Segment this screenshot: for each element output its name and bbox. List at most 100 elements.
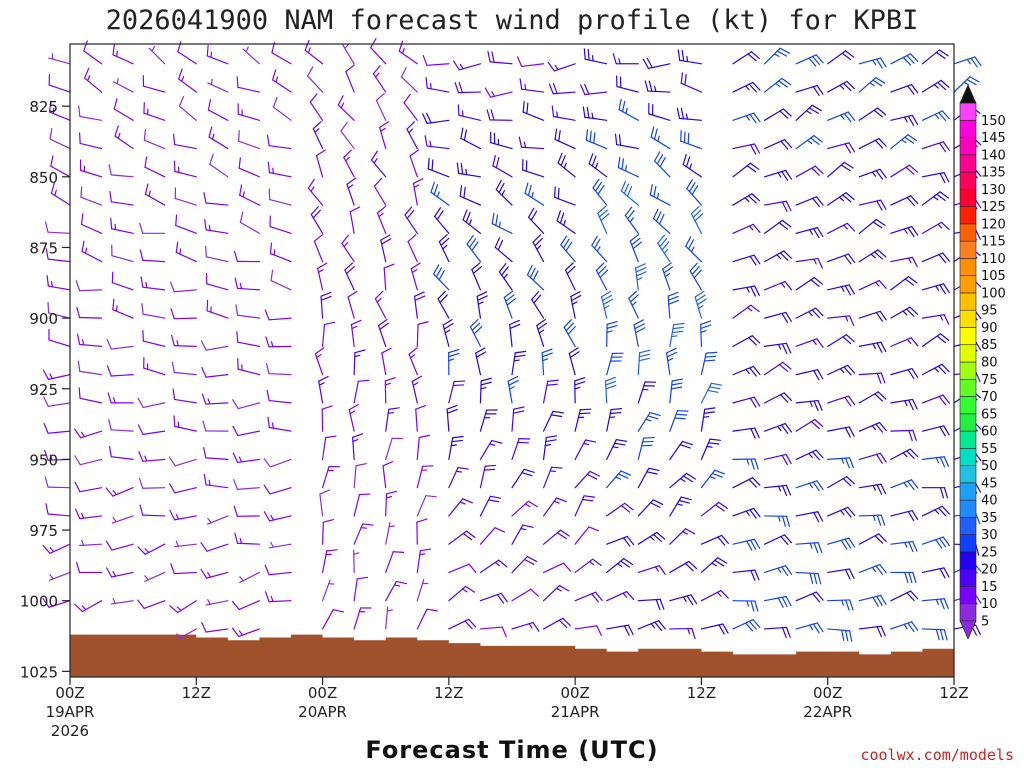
barb-staff	[342, 44, 355, 65]
barb-full	[170, 308, 175, 320]
barb-full	[875, 170, 884, 180]
barb-full	[425, 77, 428, 89]
barb-full	[875, 453, 883, 464]
barb-full	[907, 134, 918, 142]
barb-half	[839, 84, 845, 90]
barb-half	[682, 530, 688, 535]
barb-full	[747, 53, 757, 62]
barb-staff	[921, 628, 946, 631]
barb-full	[203, 192, 207, 204]
barb-full	[44, 221, 49, 233]
barb-full	[314, 347, 325, 355]
barb-full	[847, 253, 856, 264]
barb-staff	[827, 161, 845, 178]
wind-barb	[77, 360, 103, 376]
barb-full	[778, 80, 788, 88]
barb-full	[600, 213, 610, 222]
barb-full	[703, 411, 716, 414]
barb-half	[656, 192, 660, 200]
barb-staff	[272, 79, 292, 93]
barb-full	[749, 255, 757, 266]
barb-full	[471, 322, 481, 331]
barb-full	[938, 395, 947, 406]
barb-full	[622, 537, 631, 547]
barb-staff	[795, 135, 815, 150]
barb-full	[615, 439, 628, 442]
barb-staff	[269, 198, 292, 206]
barb-staff	[637, 381, 646, 404]
wind-barb	[519, 78, 545, 93]
wind-barb	[348, 403, 359, 432]
barb-full	[411, 375, 423, 383]
wind-barb	[662, 262, 674, 291]
wind-barb	[385, 606, 393, 630]
wind-barb	[732, 254, 761, 266]
barb-full	[876, 107, 887, 116]
barb-full	[631, 237, 641, 246]
barb-full	[814, 165, 824, 175]
barb-staff	[110, 201, 134, 206]
wind-barb	[411, 375, 423, 404]
barb-staff	[511, 524, 524, 545]
barb-full	[480, 381, 492, 386]
barb-half	[745, 115, 750, 121]
barb-full	[514, 350, 527, 354]
barb-full	[422, 54, 428, 66]
barb-full	[414, 291, 425, 297]
barb-full	[426, 608, 438, 612]
wind-barb	[827, 192, 855, 206]
barb-full	[754, 285, 760, 296]
wind-barb	[202, 420, 229, 432]
barb-staff	[448, 467, 459, 489]
barb-full	[591, 235, 598, 246]
barb-half	[360, 527, 367, 529]
colorbar-label: 70	[981, 390, 998, 405]
barb-full	[653, 128, 658, 140]
barb-staff	[624, 214, 639, 234]
barb-full	[751, 193, 761, 202]
wind-barb	[763, 484, 792, 497]
barb-staff	[542, 529, 562, 545]
barb-full	[424, 135, 428, 147]
barb-full	[624, 502, 634, 511]
barb-half	[349, 410, 356, 415]
wind-barb	[763, 361, 792, 376]
barb-staff	[174, 197, 197, 206]
barb-staff	[700, 352, 707, 376]
barb-full	[416, 518, 428, 523]
wind-barb	[890, 337, 919, 347]
wind-barbs	[42, 38, 982, 642]
wind-barb	[732, 396, 761, 408]
wind-barb	[921, 536, 950, 549]
barb-staff	[80, 223, 103, 234]
barb-full	[514, 354, 526, 358]
wind-barb	[416, 608, 438, 630]
barb-full	[464, 585, 475, 593]
barb-full	[347, 290, 358, 298]
barb-half	[841, 599, 844, 606]
wind-barb	[44, 476, 71, 489]
wind-barb	[178, 95, 197, 121]
barb-staff	[584, 58, 608, 65]
barb-staff	[353, 352, 356, 376]
wind-barb	[682, 153, 703, 178]
barb-staff	[353, 493, 361, 517]
barb-full	[749, 367, 757, 377]
barb-staff	[479, 626, 503, 630]
barb-full	[752, 365, 761, 376]
barb-staff	[511, 408, 515, 432]
barb-half	[444, 329, 451, 334]
wind-barb	[412, 178, 424, 206]
barb-staff	[48, 571, 71, 581]
barb-staff	[479, 495, 492, 517]
barb-full	[586, 473, 598, 480]
barb-full	[872, 79, 883, 87]
wind-barb	[233, 505, 261, 517]
barb-full	[911, 225, 919, 236]
wind-barb	[138, 477, 166, 489]
barb-staff	[268, 373, 292, 376]
wind-barb	[321, 549, 338, 574]
wind-barb	[890, 448, 919, 461]
barb-full	[591, 593, 599, 603]
barb-full	[779, 252, 789, 261]
